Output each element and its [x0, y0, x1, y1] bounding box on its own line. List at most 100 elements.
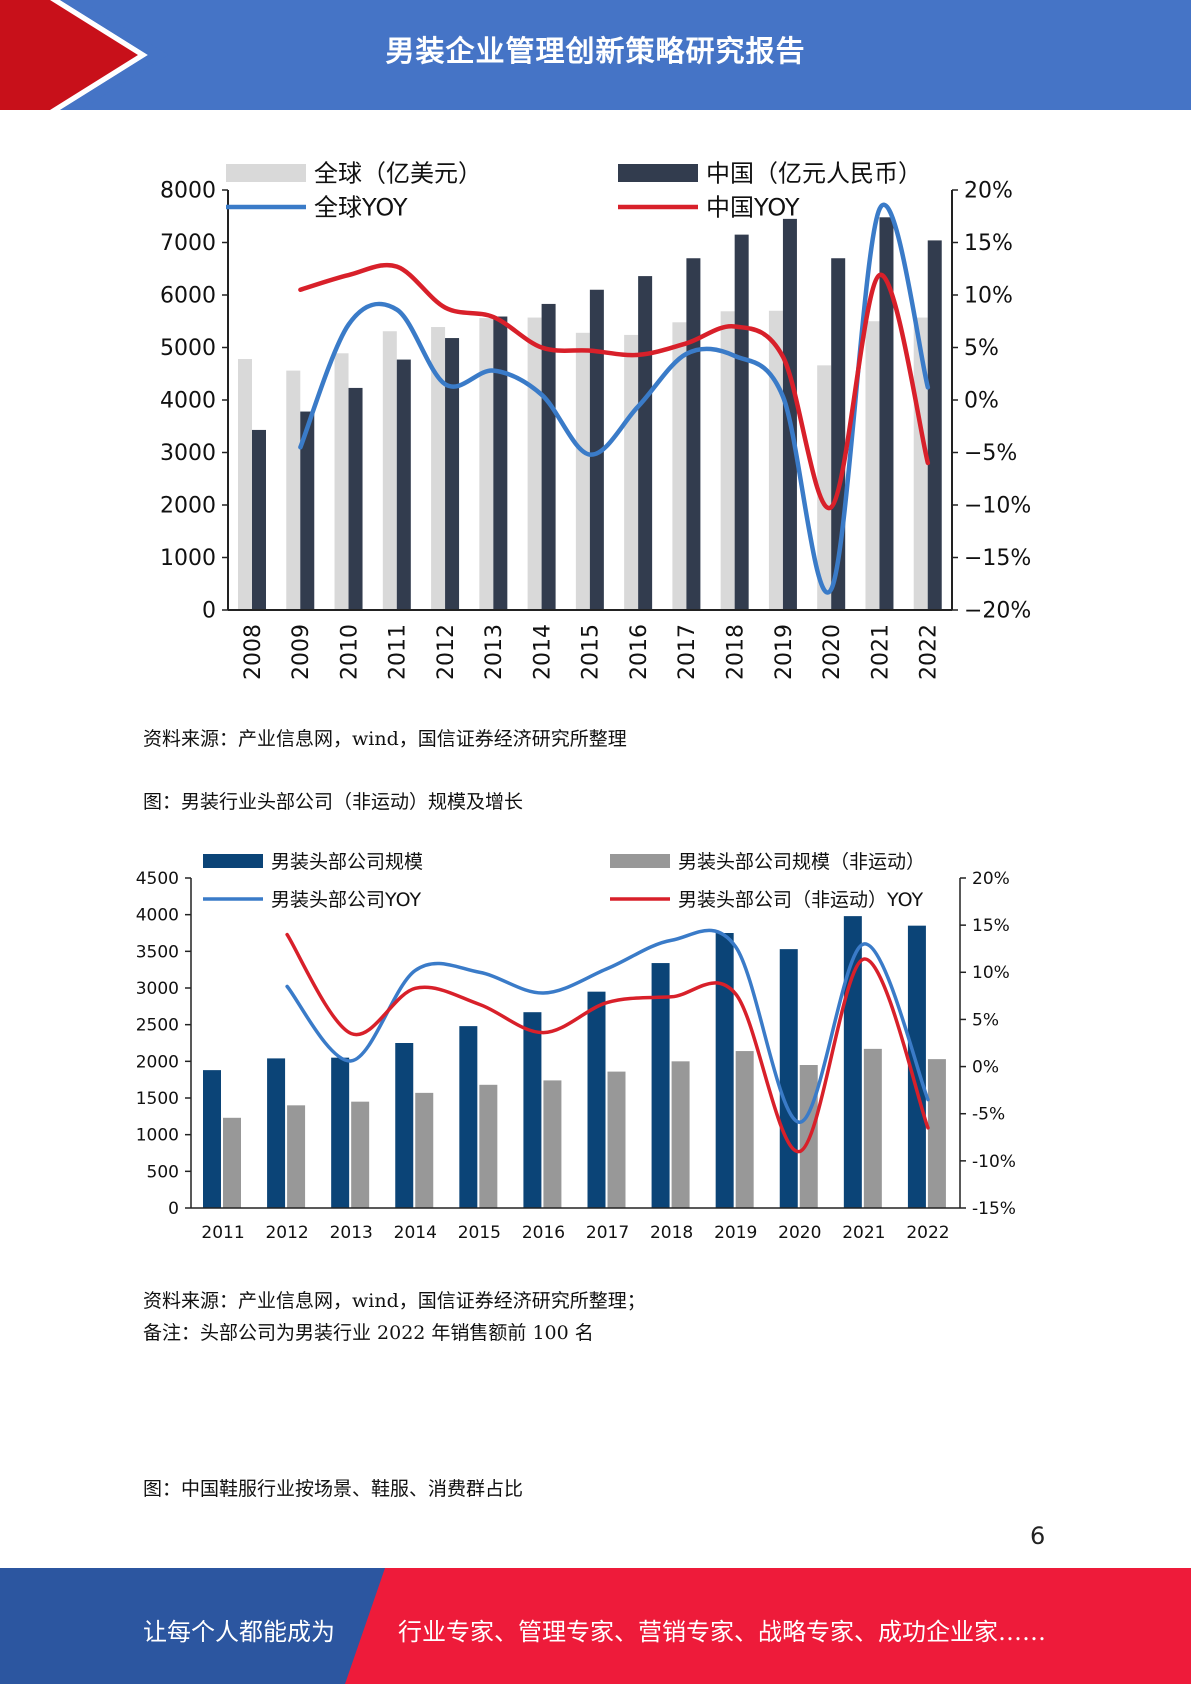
right-axis-tick-label: −10%	[964, 494, 1031, 519]
chart-bar	[735, 1051, 754, 1208]
series-point	[686, 353, 687, 354]
series-point	[783, 356, 784, 357]
series-point	[543, 993, 544, 994]
series-point	[686, 343, 687, 344]
chart-2: 0 500 1000 1500 2000 2500 3000 3500 4000 4500 -15%…	[136, 851, 1016, 1243]
right-axis-tick-label: 5%	[964, 336, 999, 361]
left-axis-tick-label: 1500	[136, 1089, 179, 1109]
x-axis-tick-label: 2011	[201, 1223, 244, 1243]
series-point	[735, 946, 736, 947]
series-point	[445, 384, 446, 385]
right-axis-tick-label: -5%	[972, 1105, 1005, 1125]
chart-bar	[238, 359, 252, 610]
left-axis-tick-label: 4500	[136, 869, 179, 889]
series-point	[493, 317, 494, 318]
chart-bar	[607, 1071, 626, 1208]
chart-1-container: 0 1000 2000 3000 4000 5000 6000 7000 8000 −20% −15…	[130, 148, 1035, 708]
series-point	[351, 1033, 352, 1034]
x-axis-tick-label: 2021	[842, 1223, 885, 1243]
x-axis-tick-label: 2012	[265, 1223, 308, 1243]
chart-bar	[396, 359, 411, 610]
series-point	[607, 1002, 608, 1003]
series-point	[590, 454, 591, 455]
left-axis-tick-label: 6000	[160, 284, 216, 309]
left-axis-tick-label: 500	[147, 1162, 179, 1182]
chart-bar	[459, 1026, 478, 1208]
legend-swatch	[618, 164, 698, 182]
chart-bar	[913, 317, 928, 610]
x-axis-tick-label: 2013	[482, 624, 507, 680]
header-title: 男装企业管理创新策略研究报告	[385, 34, 806, 68]
page-number: 6	[1030, 1522, 1046, 1550]
legend-swatch	[610, 854, 670, 868]
note-caption-2: 备注：头部公司为男装行业 2022 年销售额前 100 名	[143, 1322, 594, 1344]
series-point	[590, 350, 591, 351]
series-point	[863, 944, 864, 945]
series-point	[287, 934, 288, 935]
x-axis-tick-label: 2019	[714, 1223, 757, 1243]
series-line	[285, 932, 930, 1154]
series-point	[799, 1151, 800, 1152]
series-point	[879, 275, 880, 276]
footer-slogan-right: 行业专家、管理专家、营销专家、战略专家、成功企业家……	[398, 1618, 1046, 1646]
series-point	[927, 1127, 928, 1128]
series-point	[541, 394, 542, 395]
left-axis-tick-label: 4000	[136, 906, 179, 926]
series-point	[927, 463, 928, 464]
left-axis-tick-label: 2000	[160, 494, 216, 519]
chart-bar	[541, 303, 556, 610]
legend-swatch	[203, 854, 263, 868]
chart-bar	[638, 276, 653, 610]
chart-bar	[223, 1117, 241, 1208]
series-point	[734, 355, 735, 356]
series-line	[285, 928, 930, 1124]
legend-label: 全球（亿美元）	[314, 160, 482, 188]
footer-background	[0, 1568, 1191, 1684]
chart-bar	[863, 1048, 882, 1208]
series-point	[927, 387, 928, 388]
legend-label: 男装头部公司规模（非运动）	[678, 851, 925, 873]
chart-bar	[715, 933, 734, 1208]
series-point	[479, 972, 480, 973]
series-point	[927, 1099, 928, 1100]
right-axis-tick-label: 15%	[972, 916, 1010, 936]
x-axis-tick-label: 2010	[337, 624, 362, 680]
left-axis-tick-label: 2000	[136, 1052, 179, 1072]
series-point	[287, 986, 288, 987]
chart-bar	[415, 1092, 434, 1208]
x-axis-tick-label: 2022	[906, 1223, 949, 1243]
x-axis-tick-label: 2017	[675, 624, 700, 680]
header-red-arrow-shape	[0, 0, 168, 110]
chart-bar	[267, 1058, 286, 1208]
x-axis-tick-label: 2014	[530, 624, 555, 680]
series-point	[783, 396, 784, 397]
series-point	[671, 940, 672, 941]
x-axis-tick-label: 2018	[650, 1223, 693, 1243]
legend-label: 男装头部公司规模	[271, 851, 423, 873]
right-axis-tick-label: -15%	[972, 1199, 1016, 1219]
chart-bar	[479, 1084, 498, 1208]
series-point	[863, 959, 864, 960]
chart-bar	[927, 240, 942, 610]
series-point	[300, 447, 301, 448]
right-axis-tick-label: -10%	[972, 1152, 1016, 1172]
legend-label: 全球YOY	[314, 194, 408, 222]
chart-bar	[543, 1080, 562, 1208]
x-axis-tick-label: 2009	[289, 624, 314, 680]
series-point	[493, 370, 494, 371]
left-axis-tick-label: 5000	[160, 336, 216, 361]
series-point	[300, 289, 301, 290]
series-point	[831, 507, 832, 508]
left-axis-tick-label: 3000	[160, 441, 216, 466]
series-point	[543, 1032, 544, 1033]
left-axis-tick-label: 1000	[160, 546, 216, 571]
footer-slogan-left: 让每个人都能成为	[143, 1618, 335, 1646]
series-point	[396, 266, 397, 267]
chart-bar	[334, 353, 349, 610]
chart-bar	[523, 1012, 542, 1208]
series-point	[351, 1060, 352, 1061]
series-point	[445, 307, 446, 308]
right-axis-tick-label: −5%	[964, 441, 1017, 466]
chart-bar	[686, 258, 701, 610]
chart-bar	[479, 318, 494, 610]
